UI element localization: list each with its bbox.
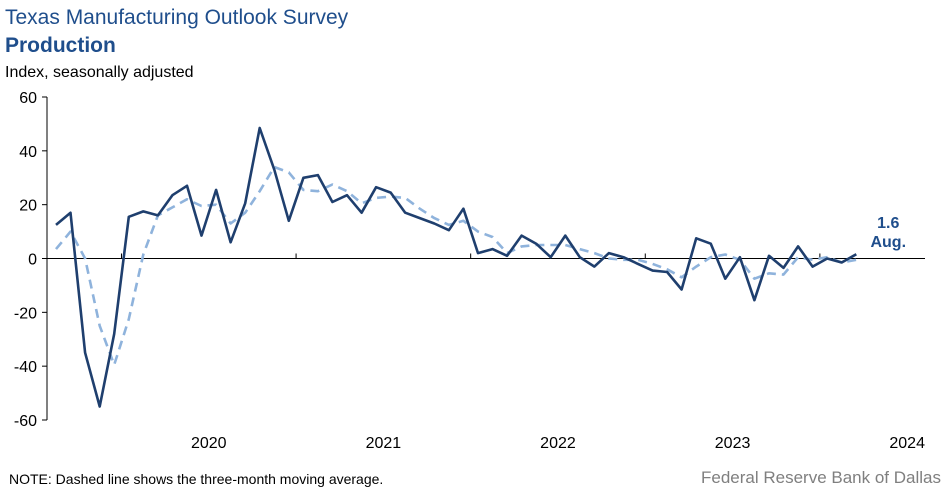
x-tick-labels: 2020 2021 2022 2023 2024 <box>191 435 925 452</box>
footnote: NOTE: Dashed line shows the three-month … <box>9 471 384 487</box>
chart-subtitle: Production <box>5 34 116 57</box>
y-tick-label: 0 <box>28 252 37 269</box>
y-tick-label: 40 <box>19 144 37 161</box>
x-tick-label: 2022 <box>540 435 576 452</box>
chart-series <box>54 126 857 408</box>
production-index-line <box>55 126 857 408</box>
x-tick-label: 2024 <box>889 435 925 452</box>
source-credit: Federal Reserve Bank of Dallas <box>700 468 941 487</box>
y-tick-label: -60 <box>14 413 37 430</box>
y-axis-label: Index, seasonally adjusted <box>5 64 194 81</box>
x-tick-label: 2020 <box>191 435 227 452</box>
latest-value-label: 1.6 <box>877 215 899 232</box>
y-tick-labels: 60 40 20 0 -20 -40 -60 <box>14 90 37 430</box>
moving-average-line <box>54 165 857 367</box>
chart-title: Texas Manufacturing Outlook Survey <box>5 6 349 29</box>
x-tick-label: 2021 <box>366 435 402 452</box>
latest-month-label: Aug. <box>870 234 906 251</box>
y-tick-label: 20 <box>19 198 37 215</box>
y-tick-label: 60 <box>19 90 37 107</box>
chart-annotation: 1.6 Aug. <box>870 215 906 251</box>
chart-axes <box>42 96 925 421</box>
y-tick-label: -40 <box>14 359 37 376</box>
x-tick-label: 2023 <box>715 435 751 452</box>
y-tick-label: -20 <box>14 305 37 322</box>
